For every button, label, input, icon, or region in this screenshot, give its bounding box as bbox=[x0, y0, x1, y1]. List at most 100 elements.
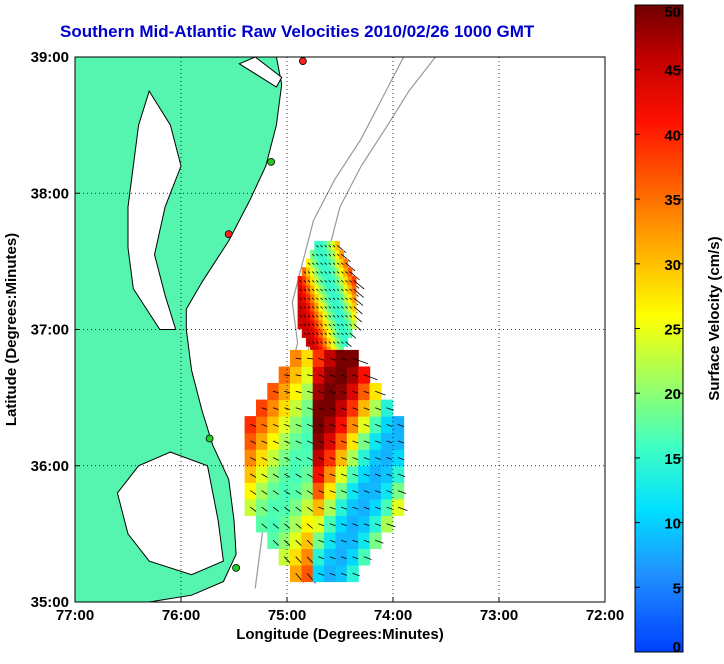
velocity-field-southern-patch bbox=[244, 349, 408, 584]
y-tick-label: 39:00 bbox=[31, 49, 69, 66]
velocity-arrow bbox=[345, 341, 352, 348]
velocity-arrow bbox=[352, 490, 360, 494]
radar-station-marker bbox=[298, 57, 307, 65]
radar-station-marker bbox=[224, 230, 233, 239]
colorbar-tick-label: 50 bbox=[664, 4, 681, 21]
x-tick-label: 72:00 bbox=[586, 607, 624, 624]
y-tick-label: 36:00 bbox=[31, 458, 69, 475]
velocity-arrow bbox=[375, 473, 382, 477]
velocity-arrow bbox=[261, 523, 269, 530]
velocity-arrow bbox=[353, 297, 364, 306]
velocity-arrow bbox=[386, 457, 393, 460]
chart-title: Southern Mid-Atlantic Raw Velocities 201… bbox=[60, 22, 535, 41]
y-tick-label: 37:00 bbox=[31, 322, 69, 339]
velocity-arrow bbox=[353, 280, 365, 290]
velocity-arrow bbox=[386, 473, 393, 477]
velocity-arrow bbox=[386, 523, 396, 528]
colorbar-label: Surface Velocity (cm/s) bbox=[706, 236, 723, 400]
land-mass bbox=[75, 57, 283, 602]
velocity-arrow bbox=[363, 539, 371, 543]
velocity-arrow bbox=[386, 490, 394, 494]
colorbar-tick-label: 45 bbox=[664, 63, 681, 80]
velocity-arrow bbox=[363, 523, 370, 527]
velocity-arrow bbox=[363, 556, 372, 560]
velocity-arrow bbox=[340, 556, 347, 560]
x-tick-label: 74:00 bbox=[374, 607, 412, 624]
colorbar-tick-label: 30 bbox=[664, 257, 681, 274]
velocity-field-northern-patch bbox=[297, 240, 365, 370]
velocity-arrow bbox=[340, 523, 348, 527]
velocity-arrow bbox=[353, 288, 364, 298]
velocity-arrow bbox=[375, 457, 382, 460]
y-tick-label: 38:00 bbox=[31, 185, 69, 202]
colorbar-tick-label: 25 bbox=[664, 322, 681, 339]
delaware-bay bbox=[238, 57, 283, 88]
velocity-arrow bbox=[363, 506, 370, 510]
velocity-arrow bbox=[386, 424, 393, 428]
velocity-arrow bbox=[349, 332, 357, 339]
velocity-arrow bbox=[386, 440, 393, 444]
radar-station-marker bbox=[205, 434, 214, 443]
x-tick-label: 77:00 bbox=[56, 607, 94, 624]
velocity-arrow bbox=[375, 390, 386, 396]
velocity-arrow bbox=[375, 490, 382, 494]
velocity-arrow bbox=[349, 271, 360, 281]
velocity-arrow bbox=[397, 473, 406, 477]
velocity-arrow bbox=[397, 490, 407, 494]
x-tick-label: 75:00 bbox=[268, 607, 306, 624]
velocity-arrow bbox=[352, 556, 359, 560]
velocity-arrow bbox=[329, 556, 336, 560]
velocity-arrow bbox=[352, 523, 359, 527]
velocity-arrow bbox=[340, 539, 348, 543]
velocity-arrow bbox=[272, 506, 280, 513]
velocity-arrow bbox=[329, 539, 337, 543]
velocity-arrow bbox=[397, 457, 405, 461]
velocity-arrow bbox=[284, 506, 292, 513]
colorbar-tick-label: 5 bbox=[673, 580, 681, 597]
y-tick-label: 35:00 bbox=[31, 594, 69, 611]
colorbar-tick-label: 35 bbox=[664, 192, 681, 209]
x-axis-label: Longitude (Degrees:Minutes) bbox=[236, 626, 444, 643]
velocity-arrow bbox=[363, 374, 378, 381]
colorbar-tick-label: 40 bbox=[664, 127, 681, 144]
colorbar-tick-label: 20 bbox=[664, 386, 681, 403]
velocity-arrow bbox=[318, 572, 325, 576]
velocity-arrow bbox=[272, 523, 280, 530]
velocity-arrow bbox=[329, 572, 336, 576]
velocity-arrow bbox=[352, 357, 369, 365]
velocity-arrow bbox=[352, 539, 359, 543]
velocity-arrow bbox=[284, 523, 292, 530]
radar-station-marker bbox=[267, 157, 276, 166]
velocity-arrow bbox=[397, 506, 408, 511]
colorbar-tick-label: 10 bbox=[664, 516, 681, 533]
pamlico-sound bbox=[116, 451, 224, 576]
velocity-arrow bbox=[386, 407, 394, 411]
velocity-arrow bbox=[284, 539, 292, 547]
velocity-arrow bbox=[375, 440, 382, 444]
velocity-arrow bbox=[345, 262, 356, 272]
velocity-arrow bbox=[363, 490, 370, 494]
velocity-arrow bbox=[375, 539, 384, 544]
velocity-arrow bbox=[352, 572, 360, 577]
velocity-arrow bbox=[341, 253, 351, 263]
velocity-arrow bbox=[284, 556, 292, 565]
y-axis-label: Latitude (Degrees:Minutes) bbox=[3, 233, 20, 426]
x-tick-label: 76:00 bbox=[162, 607, 200, 624]
colorbar-tick-label: 15 bbox=[664, 451, 681, 468]
velocity-arrow bbox=[353, 306, 363, 315]
velocity-arrow bbox=[397, 440, 404, 444]
velocity-arrow bbox=[340, 572, 348, 576]
radar-station-marker bbox=[232, 564, 241, 572]
velocity-arrow bbox=[363, 473, 371, 477]
velocity-arrow bbox=[353, 315, 363, 323]
velocity-arrow bbox=[284, 490, 292, 496]
velocity-arrow bbox=[272, 539, 280, 547]
colorbar-tick-label: 0 bbox=[673, 639, 681, 656]
velocity-arrow bbox=[397, 424, 404, 427]
x-tick-label: 73:00 bbox=[480, 607, 518, 624]
velocity-arrow bbox=[336, 244, 347, 254]
velocity-arrow bbox=[352, 506, 359, 510]
velocity-arrow bbox=[375, 506, 382, 510]
